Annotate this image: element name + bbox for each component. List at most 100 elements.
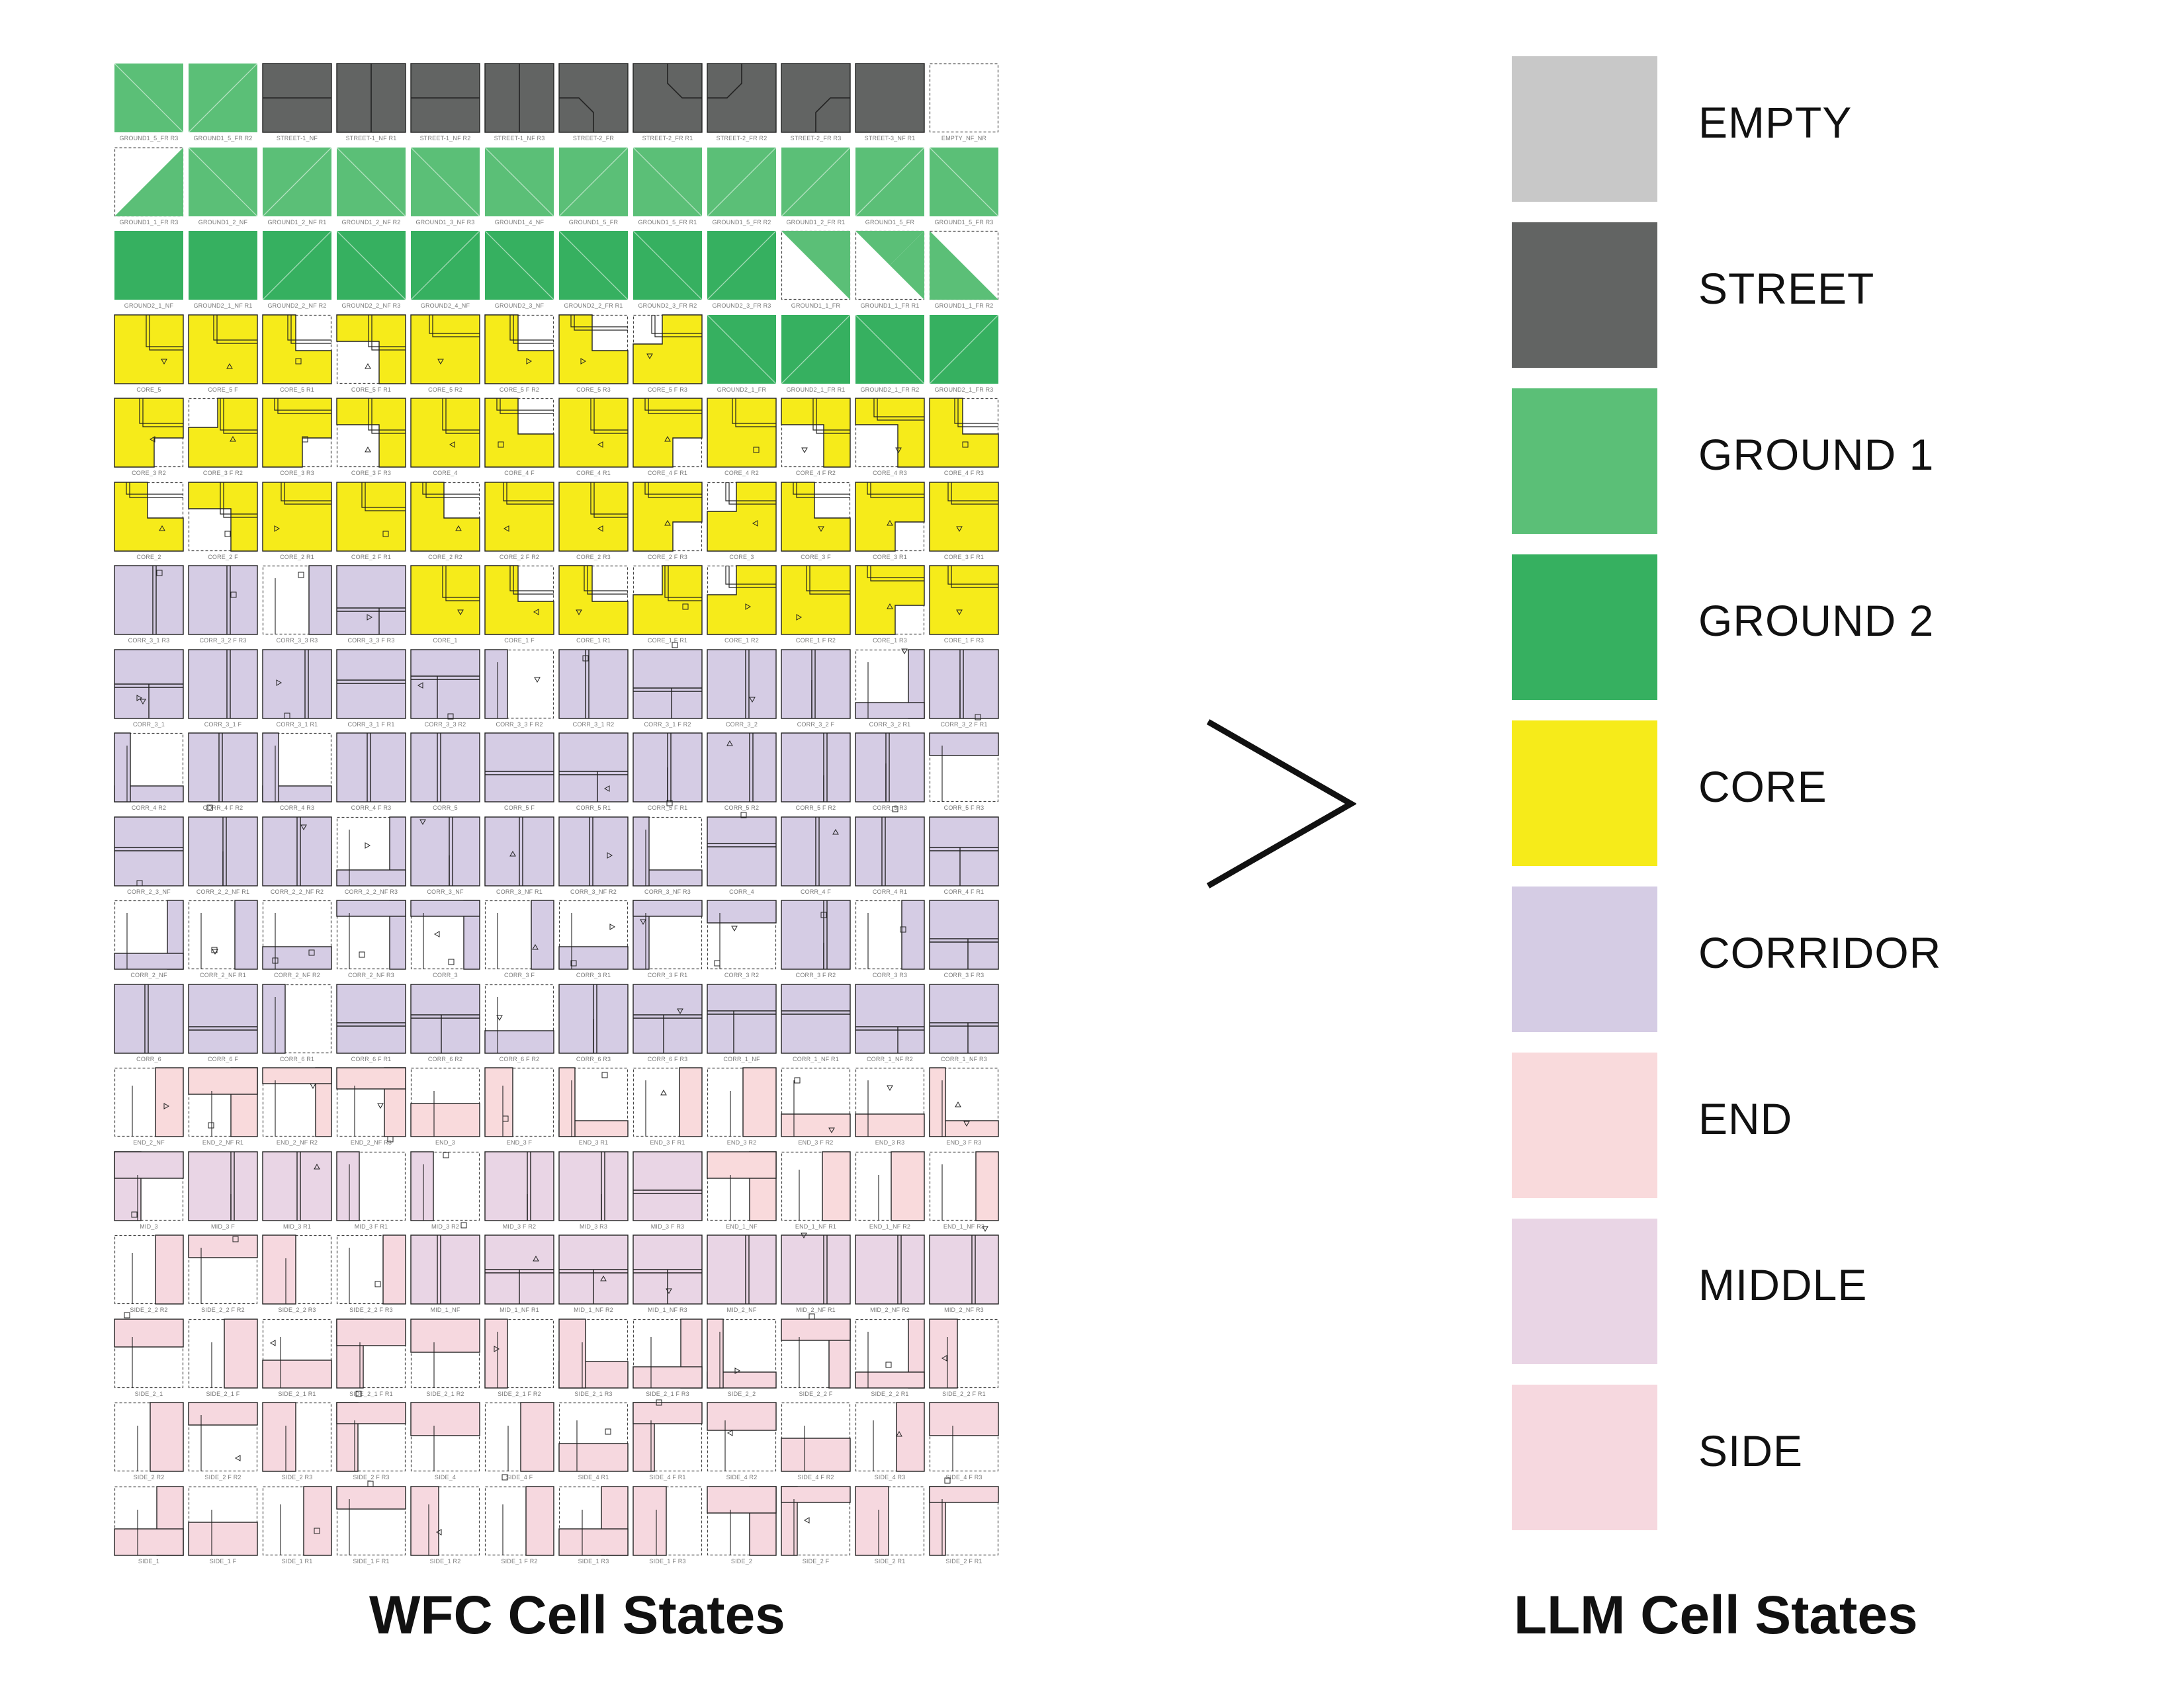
wfc-tile-label: CORR_4 F R3	[351, 804, 392, 811]
wfc-tile-pattern-icon	[633, 900, 703, 970]
wfc-tile-pattern-icon	[929, 1067, 999, 1137]
wfc-tile: SIDE_2_2 F	[781, 1313, 851, 1397]
wfc-tile-pattern-icon	[707, 230, 777, 300]
wfc-tile-pattern-icon	[707, 398, 777, 468]
wfc-tile-label: END_3 R1	[578, 1139, 609, 1146]
wfc-tile-label: CORR_6 F R3	[647, 1055, 688, 1062]
wfc-tile: END_3 F R3	[929, 1067, 999, 1146]
wfc-tile-label: STREET-2_FR R2	[716, 135, 767, 142]
wfc-tile-pattern-icon	[781, 565, 851, 635]
wfc-tile: SIDE_2 R3	[262, 1402, 332, 1481]
wfc-tile: SIDE_2_2 R2	[114, 1211, 184, 1313]
wfc-tile-pattern-icon	[484, 816, 554, 887]
wfc-tile-label: CORR_2_2_NF R3	[344, 888, 398, 895]
wfc-tile: CORR_3_1 F R2	[633, 642, 703, 728]
wfc-tile-pattern-icon	[707, 1234, 777, 1305]
wfc-tile-label: CORE_3 F R1	[943, 553, 984, 560]
wfc-tile-label: CORR_5	[433, 804, 458, 811]
wfc-tile-pattern-icon	[781, 1233, 851, 1305]
wfc-tile-pattern-icon	[114, 699, 184, 802]
wfc-tile-label: CORR_6 F R2	[499, 1055, 540, 1062]
wfc-tile-label: CORR_3_1 R2	[572, 720, 615, 728]
wfc-tile: CORR_6 F R2	[484, 984, 554, 1062]
wfc-tile-pattern-icon	[558, 960, 629, 1054]
wfc-panel-title: WFC Cell States	[369, 1585, 785, 1645]
wfc-tile-pattern-icon	[707, 1318, 777, 1389]
wfc-tile-pattern-icon	[410, 1402, 480, 1472]
wfc-tile: GROUND2_2_NF R3	[336, 230, 406, 309]
wfc-tile-pattern-icon	[633, 1399, 703, 1472]
wfc-tile: SIDE_2_1 F R1	[336, 1318, 406, 1397]
chevron-right-arrow-icon	[1206, 719, 1356, 888]
wfc-tile-pattern-icon	[336, 230, 406, 300]
wfc-tile: GROUND2_1_FR R3	[929, 314, 999, 393]
wfc-tile-label: MID_1_NF R3	[648, 1307, 687, 1313]
wfc-tile-pattern-icon	[633, 230, 703, 300]
wfc-tile: GROUND1_2_NF R2	[336, 147, 406, 226]
wfc-tile-label: END_2_NF	[133, 1139, 165, 1146]
wfc-tile-label: SIDE_4 F R2	[797, 1474, 834, 1481]
wfc-tile-pattern-icon	[781, 900, 851, 970]
wfc-tile-pattern-icon	[781, 732, 851, 802]
wfc-tile: CORR_3_2 F R1	[929, 648, 999, 728]
legend-label: GROUND 2	[1698, 596, 1935, 645]
wfc-tile: CORE_2 R1	[262, 481, 332, 560]
wfc-tile: SIDE_4 F R1	[633, 1399, 703, 1481]
wfc-tile: SIDE_4 R1	[558, 1402, 629, 1481]
wfc-tile-label: GROUND2_1_FR R1	[786, 386, 846, 393]
wfc-tile: SIDE_2 R2	[114, 1402, 184, 1481]
wfc-tile: CORE_5	[114, 314, 184, 393]
wfc-tile: SIDE_4 R3	[855, 1402, 925, 1481]
wfc-tile: CORE_3 F	[781, 481, 851, 560]
wfc-tile-label: CORE_2 R1	[280, 553, 314, 560]
wfc-tile-pattern-icon	[114, 147, 184, 216]
wfc-tile-label: CORR_1_NF R3	[941, 1055, 987, 1062]
wfc-tile: GROUND2_2_NF R2	[262, 230, 332, 309]
wfc-tile: CORR_3 R2	[707, 900, 777, 978]
wfc-tile: GROUND2_3_FR R3	[707, 230, 777, 309]
wfc-tile-pattern-icon	[336, 732, 406, 802]
wfc-tile-label: SIDE_2 F R1	[945, 1557, 983, 1565]
wfc-tile: CORE_2	[114, 481, 184, 560]
wfc-tile-label: SIDE_4 R2	[726, 1474, 758, 1481]
wfc-tile-label: CORR_3_2	[725, 720, 758, 728]
wfc-tile: CORE_1 R1	[558, 565, 629, 644]
wfc-tile-pattern-icon	[929, 1121, 999, 1221]
wfc-tile-pattern-icon	[188, 804, 258, 887]
wfc-tile-pattern-icon	[781, 816, 851, 887]
wfc-tile-label: CORE_4 F	[504, 470, 535, 476]
wfc-tile-pattern-icon	[188, 398, 258, 468]
wfc-tile-pattern-icon	[633, 481, 703, 552]
wfc-tile: GROUND1_2_FR R1	[781, 147, 851, 226]
wfc-tile-label: CORE_2 F R2	[499, 553, 540, 560]
wfc-tile: CORR_1_NF R2	[855, 983, 925, 1062]
wfc-tile-pattern-icon	[929, 983, 999, 1054]
wfc-tile-label: STREET-1_NF R1	[345, 135, 397, 142]
wfc-tile-pattern-icon	[855, 565, 925, 635]
wfc-tile: SIDE_2_1 F R2	[484, 1318, 554, 1397]
wfc-tile: SIDE_2 F R1	[929, 1477, 999, 1565]
wfc-tile-label: GROUND1_1_FR R3	[119, 218, 179, 226]
wfc-tile-label: MID_3	[140, 1223, 158, 1230]
wfc-tile-pattern-icon	[484, 481, 554, 552]
wfc-tile: SIDE_4 F	[484, 1402, 554, 1481]
wfc-tile: SIDE_1 R3	[558, 1485, 629, 1565]
wfc-tile-label: GROUND1_1_FR R2	[934, 302, 994, 309]
wfc-tile-label: CORE_3 R2	[132, 470, 166, 476]
wfc-tile: CORR_2_2_NF R3	[336, 816, 406, 895]
wfc-tile: GROUND2_3_FR R2	[633, 230, 703, 309]
wfc-tile: CORR_4 R2	[114, 699, 184, 811]
wfc-tile-pattern-icon	[558, 1318, 629, 1389]
wfc-tile: CORR_3_NF R3	[633, 800, 703, 895]
wfc-tile-pattern-icon	[262, 63, 332, 133]
wfc-tile-pattern-icon	[855, 648, 925, 719]
wfc-tile-label: CORR_3_2 F R1	[940, 720, 988, 728]
wfc-tile-label: CORR_3_2 R1	[869, 720, 911, 728]
wfc-tile-pattern-icon	[781, 398, 851, 468]
wfc-tile: MID_2_NF R1	[781, 1233, 851, 1313]
wfc-tile: GROUND1_5_FR	[558, 147, 629, 226]
wfc-tile: MID_3 F R1	[336, 1136, 406, 1230]
wfc-tile-pattern-icon	[410, 816, 480, 887]
wfc-tile-pattern-icon	[336, 147, 406, 216]
wfc-tile-pattern-icon	[484, 63, 554, 133]
